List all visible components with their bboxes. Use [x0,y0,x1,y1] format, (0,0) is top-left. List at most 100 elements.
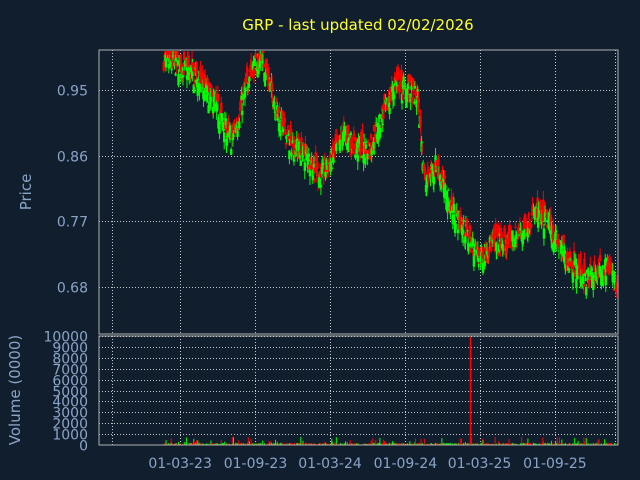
candle-body [376,122,380,131]
candle-body [307,153,311,163]
candle-body [358,142,361,148]
candle-body [571,266,574,270]
candle-body [500,231,503,239]
candle-body [409,76,413,83]
candle-body [400,69,403,79]
candle-body [295,138,299,150]
candle-body [288,138,292,146]
candle-body [217,120,221,125]
candle-body [576,276,579,280]
candle-body [397,84,401,92]
price-gridlines [99,50,618,334]
candle-body [253,56,256,66]
candle-body [600,277,604,287]
candle-body [302,143,305,146]
candle-body [410,97,414,104]
candle-body [507,233,510,244]
candle-body [362,141,366,149]
candle-body [281,127,285,133]
candle-body [236,127,239,138]
candle-body [195,79,199,88]
candle-body [407,95,410,97]
candle-body [483,260,486,267]
date-tick-label: 01-03-23 [148,456,212,472]
candle-body [587,273,590,283]
candle-body [319,170,322,176]
candle-body [206,78,209,86]
candle-body [541,211,544,222]
candle-body [239,101,242,110]
candle-body [492,234,495,240]
candle-body [182,70,185,75]
candle-body [352,134,355,137]
candle-body [205,94,209,102]
candle-body [201,72,204,81]
candle-body [214,93,218,103]
candle-body [232,134,235,137]
candle-body [416,89,419,92]
candle-body [380,125,383,128]
candle-body [222,132,226,143]
candle-body [287,133,291,136]
price-tick-label: 0.68 [57,281,88,297]
candle-body [351,142,354,150]
candle-body [251,69,254,77]
candle-body [473,247,476,253]
candle-body [509,227,512,234]
candle-body [440,184,444,190]
candle-body [539,202,542,211]
candle-body [369,134,373,140]
candle-body [225,128,229,137]
candle-body [174,54,178,62]
candle-body [570,271,573,274]
candle-body [426,170,429,172]
candle-body [531,205,534,212]
candle-body [560,242,564,253]
candle-body [246,85,249,92]
candle-body [329,161,332,172]
candle-body [468,225,472,235]
candle-body [419,139,423,141]
candle-body [318,178,321,188]
volume-panel-frame [98,335,619,446]
candle-body [478,249,482,257]
candle-body [210,89,213,91]
candle-body [313,178,316,180]
candle-body [343,130,347,136]
candle-body [203,94,206,101]
candle-body [299,158,303,166]
candle-body [515,231,518,240]
candle-body [349,140,352,151]
candle-body [387,103,391,108]
candle-body [237,116,240,125]
candle-body [488,249,491,252]
candle-body [327,162,331,172]
candle-body [183,62,186,65]
candle-body [356,155,360,162]
volume-tick-label: 10000 [43,330,88,346]
candle-body [403,84,406,86]
candle-body [270,83,274,92]
candle-body [199,86,203,89]
candle-body [226,133,229,138]
candle-body [408,74,411,82]
candle-body [496,224,500,235]
candle-body [535,208,539,219]
candle-body [469,246,472,252]
candle-body [403,83,406,85]
candle-body [370,148,373,156]
volume-tick-label: 7000 [52,363,88,379]
candle-body [176,51,179,58]
candle-body [268,84,271,86]
candle-body [598,265,601,275]
candle-body [554,230,558,237]
candle-body [292,150,295,155]
candle-body [353,143,357,150]
candle-body [538,219,542,223]
candle-body [220,113,224,121]
candle-body [391,86,394,92]
candle-body [243,87,247,98]
candle-body [189,74,193,80]
candle-body [564,263,568,271]
candle-body [530,224,533,227]
